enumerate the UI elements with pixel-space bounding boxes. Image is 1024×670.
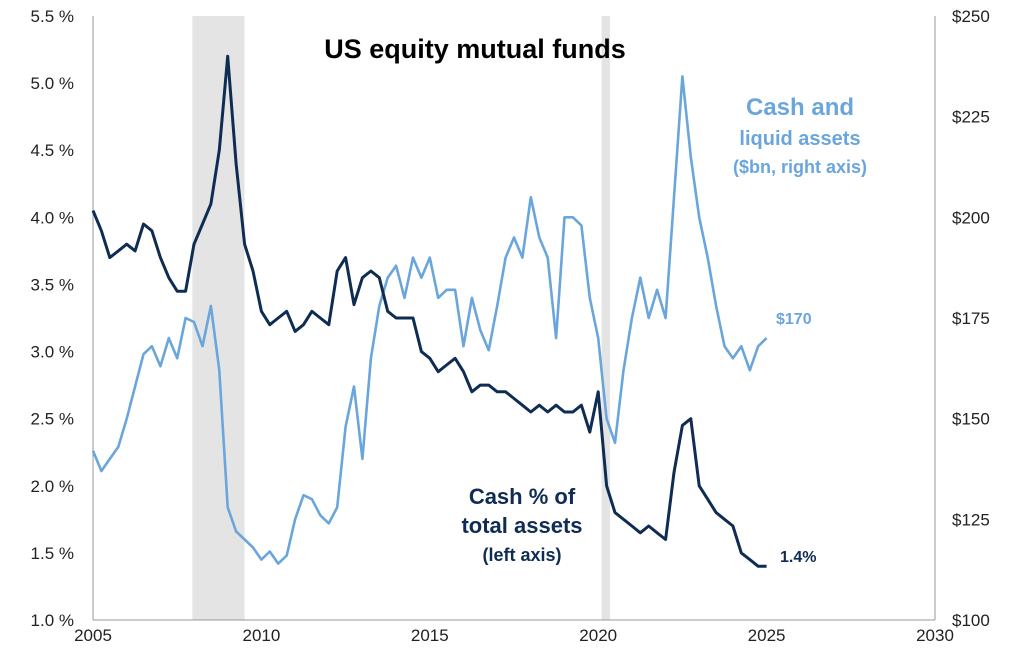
y-left-tick-label: 3.5 % (31, 275, 74, 294)
x-tick-label: 2025 (748, 626, 786, 645)
y-left-tick-label: 5.5 % (31, 7, 74, 26)
x-tick-label: 2030 (916, 626, 954, 645)
series-line-cash-liquid-assets (91, 75, 768, 565)
y-left-tick-label: 5.0 % (31, 74, 74, 93)
series-end-value-label: $170 (776, 311, 812, 328)
x-tick-label: 2005 (74, 626, 112, 645)
series-labels: Cash and liquid assets ($bn, right axis) $1… (461, 94, 867, 566)
y-left-tick-label: 2.0 % (31, 477, 74, 496)
y-left-axis-ticks: 1.0 % 1.5 % 2.0 % 2.5 % 3.0 % 3.5 % 4.0 % 4.5 %… (31, 7, 74, 630)
x-tick-label: 2015 (411, 626, 449, 645)
y-left-tick-label: 3.0 % (31, 343, 74, 362)
series-label-line: (left axis) (482, 545, 561, 565)
plot-frame (92, 16, 936, 621)
y-left-tick-label: 1.5 % (31, 544, 74, 563)
x-axis-ticks: 2005 2010 2015 2020 2025 2030 (74, 626, 954, 645)
y-right-axis-ticks: $100 $125 $150 $175 $200 $225 $250 (952, 7, 990, 630)
series-label-line: Cash and (746, 94, 854, 121)
recession-shading-layer (192, 16, 610, 620)
y-left-tick-label: 4.0 % (31, 208, 74, 227)
y-left-tick-label: 4.5 % (31, 141, 74, 160)
series-label-line: liquid assets (739, 128, 860, 150)
recession-band-0 (192, 16, 245, 620)
y-left-tick-label: 2.5 % (31, 410, 74, 429)
y-right-tick-label: $150 (952, 410, 990, 429)
series-label-line: Cash % of (469, 484, 576, 509)
series-line-cash-pct (91, 54, 767, 568)
chart-title: US equity mutual funds (324, 34, 626, 64)
y-right-tick-label: $200 (952, 208, 990, 227)
series-layer (91, 54, 768, 568)
y-right-tick-label: $100 (952, 611, 990, 630)
y-right-tick-label: $250 (952, 7, 990, 26)
x-tick-label: 2020 (579, 626, 617, 645)
x-tick-label: 2010 (242, 626, 280, 645)
y-right-tick-label: $225 (952, 108, 990, 127)
y-left-tick-label: 1.0 % (31, 611, 74, 630)
series-label-line: total assets (461, 513, 582, 538)
y-right-tick-label: $175 (952, 309, 990, 328)
series-label-line: ($bn, right axis) (733, 157, 867, 177)
recession-band-1 (601, 16, 610, 620)
y-right-tick-label: $125 (952, 510, 990, 529)
series-end-value-label: 1.4% (780, 549, 816, 566)
